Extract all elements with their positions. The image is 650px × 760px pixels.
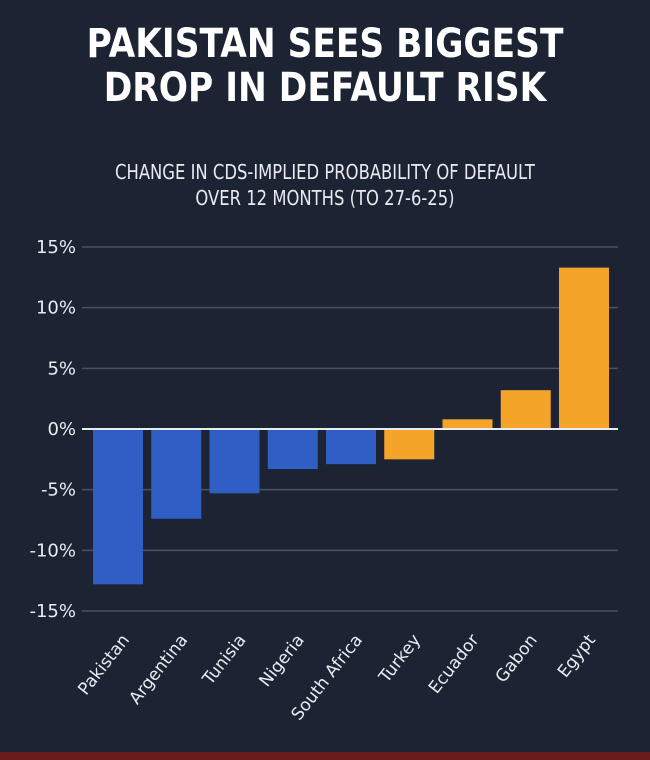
bar-gabon	[500, 390, 551, 429]
bar-tunisia	[209, 429, 260, 494]
y-tick-label: -5%	[41, 480, 76, 501]
bar-pakistan	[93, 429, 143, 585]
bar-ecuador	[442, 419, 493, 429]
y-tick-label: -15%	[29, 601, 76, 622]
y-tick-label: 5%	[47, 358, 76, 379]
bar-argentina	[151, 429, 202, 519]
chart-subtitle-line-2: OVER 12 MONTHS (TO 27-6-25)	[195, 186, 455, 210]
chart-title: PAKISTAN SEES BIGGEST DROP IN DEFAULT RI…	[46, 22, 605, 110]
x-category-label: Argentina	[125, 631, 192, 709]
bars	[93, 267, 609, 585]
y-tick-label: 10%	[36, 298, 76, 319]
y-tick-label: 15%	[36, 237, 76, 258]
bar-egypt	[559, 267, 609, 429]
x-category-label: Ecuador	[425, 631, 484, 698]
x-category-label: Turkey	[375, 631, 425, 688]
x-category-label: Egypt	[554, 631, 600, 682]
chart-title-line-2: DROP IN DEFAULT RISK	[103, 65, 547, 111]
chart-subtitle-line-1: CHANGE IN CDS-IMPLIED PROBABILITY OF DEF…	[115, 160, 535, 184]
bar-nigeria	[267, 429, 318, 470]
y-tick-label: -10%	[29, 540, 76, 561]
x-category-label: Pakistan	[74, 631, 134, 699]
grid-lines	[82, 246, 618, 612]
y-axis-tick-labels: 15% 10% 5% 0% -5% -10% -15%	[29, 237, 76, 622]
bar-turkey	[384, 429, 435, 460]
bar-south-africa	[326, 429, 376, 465]
x-category-label: Gabon	[492, 631, 542, 687]
chart-title-line-1: PAKISTAN SEES BIGGEST	[86, 21, 564, 67]
x-category-label: Tunisia	[198, 631, 250, 690]
chart-subtitle: CHANGE IN CDS-IMPLIED PROBABILITY OF DEF…	[59, 159, 592, 211]
y-tick-label: 0%	[47, 419, 76, 440]
x-category-label: Nigeria	[255, 631, 308, 691]
bottom-strip	[0, 752, 650, 760]
